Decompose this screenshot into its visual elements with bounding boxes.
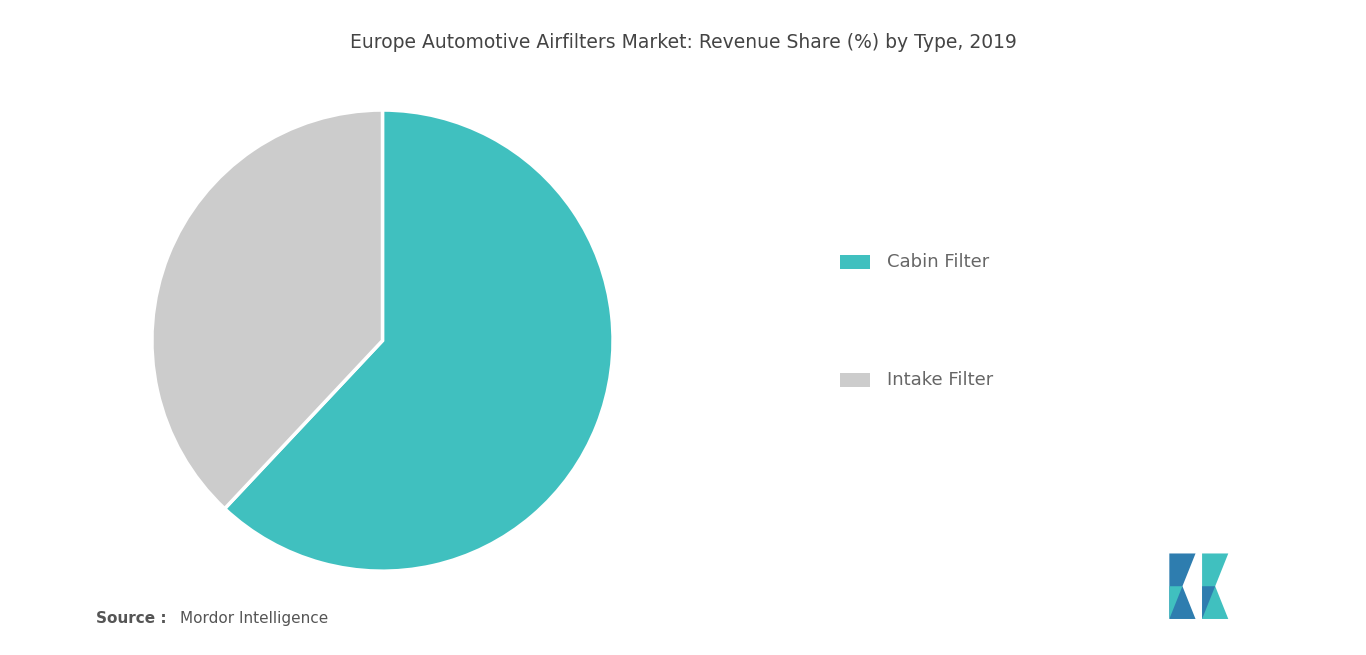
Polygon shape (1169, 553, 1195, 619)
Wedge shape (152, 110, 382, 509)
Polygon shape (1169, 586, 1183, 619)
Text: Intake Filter: Intake Filter (887, 371, 993, 389)
Text: Cabin Filter: Cabin Filter (887, 253, 989, 271)
Text: Europe Automotive Airfilters Market: Revenue Share (%) by Type, 2019: Europe Automotive Airfilters Market: Rev… (350, 33, 1016, 52)
Wedge shape (224, 110, 613, 571)
Polygon shape (1202, 553, 1228, 619)
Polygon shape (1202, 586, 1216, 619)
Text: Source :: Source : (96, 612, 167, 626)
Text: Mordor Intelligence: Mordor Intelligence (180, 612, 329, 626)
